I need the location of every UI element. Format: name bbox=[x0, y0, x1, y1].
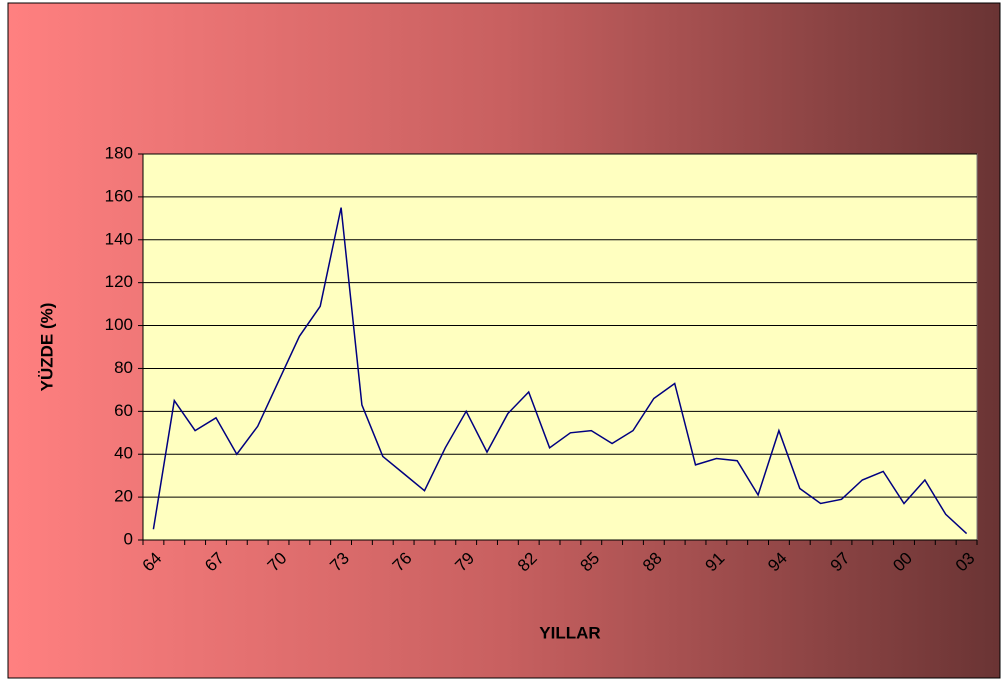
y-tick-label: 0 bbox=[124, 529, 133, 548]
y-tick-label: 120 bbox=[105, 272, 133, 291]
y-tick-label: 100 bbox=[105, 315, 133, 334]
y-tick-label: 40 bbox=[114, 444, 133, 463]
data-line bbox=[152, 207, 968, 535]
y-tick-label: 20 bbox=[114, 487, 133, 506]
y-tick-label: 60 bbox=[114, 401, 133, 420]
y-tick-label: 140 bbox=[105, 229, 133, 248]
plot-area bbox=[142, 153, 978, 541]
y-tick-label: 80 bbox=[114, 358, 133, 377]
y-axis-label: YÜZDE (%) bbox=[37, 303, 56, 392]
x-axis-label: YILLAR bbox=[539, 623, 600, 642]
y-tick-label: 180 bbox=[105, 143, 133, 162]
y-tick-label: 160 bbox=[105, 186, 133, 205]
